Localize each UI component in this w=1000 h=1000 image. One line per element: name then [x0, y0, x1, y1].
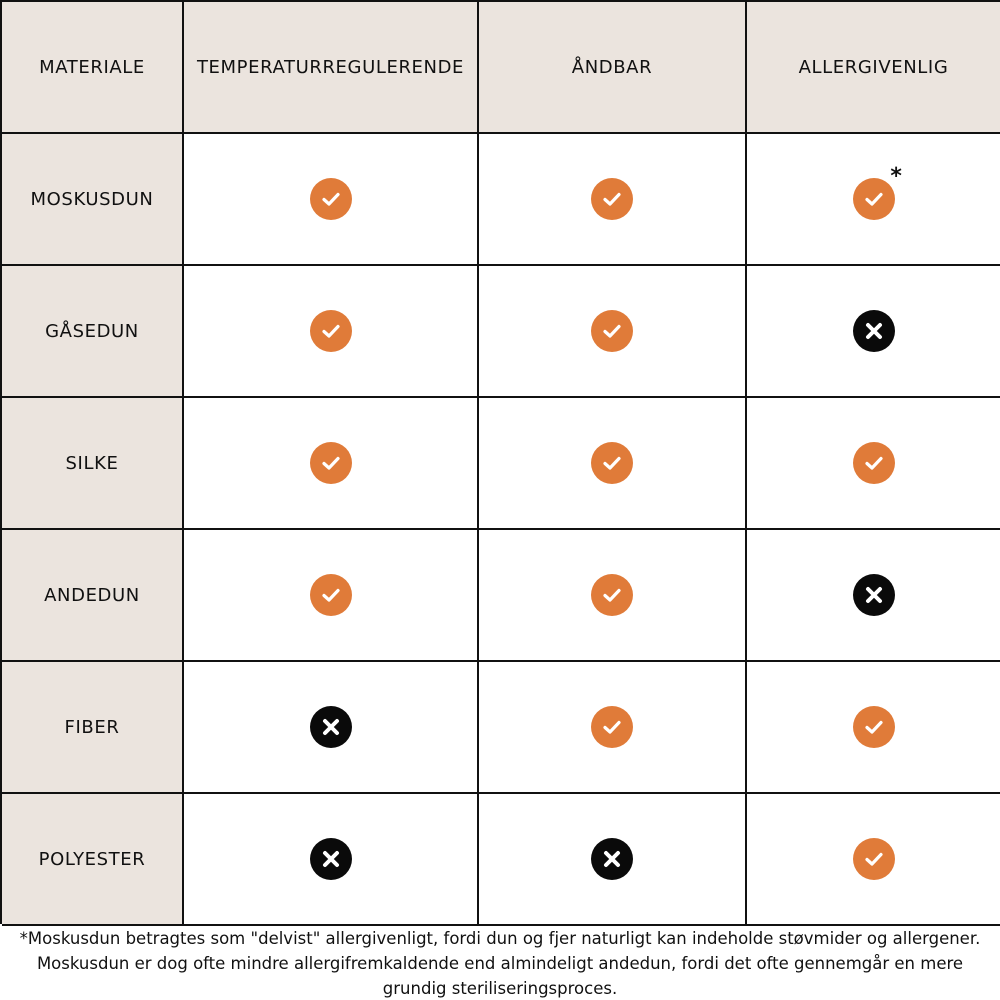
footnote-line: *Moskusdun betragtes som "delvist" aller…: [19, 929, 981, 948]
value-cell: [184, 398, 479, 530]
row-label-material: MOSKUSDUN: [2, 134, 184, 266]
footnote-asterisk: *: [890, 164, 903, 189]
value-cell: [479, 266, 747, 398]
check-circle-icon: [309, 442, 352, 484]
value-cell: [479, 398, 747, 530]
footnote-line: Moskusdun er dog ofte mindre allergifrem…: [36, 954, 964, 973]
comparison-table: MATERIALE TEMPERATURREGULERENDE ÅNDBAR A…: [0, 0, 1000, 926]
check-circle-icon: [591, 442, 633, 484]
value-cell: [184, 266, 479, 398]
x-circle-icon: [852, 310, 895, 352]
value-cell: [747, 530, 1000, 662]
row-label-material: FIBER: [2, 662, 184, 794]
value-cell: [479, 134, 747, 266]
row-label-material: POLYESTER: [2, 794, 184, 926]
value-cell: [184, 662, 479, 794]
x-circle-icon: [852, 574, 895, 616]
check-circle-icon: [852, 442, 895, 484]
header-cell-breathable: ÅNDBAR: [479, 2, 747, 134]
value-cell: [184, 530, 479, 662]
value-cell: *: [747, 134, 1000, 266]
value-cell: [184, 794, 479, 926]
x-circle-icon: [309, 838, 352, 880]
check-circle-icon: [309, 178, 352, 220]
check-circle-icon: [591, 310, 633, 352]
x-circle-icon: [591, 838, 633, 880]
header-cell-temperature: TEMPERATURREGULERENDE: [184, 2, 479, 134]
value-cell: [747, 662, 1000, 794]
value-cell: [747, 398, 1000, 530]
value-cell: [479, 530, 747, 662]
check-circle-icon: [852, 838, 895, 880]
check-circle-icon: [852, 706, 895, 748]
header-cell-material: MATERIALE: [2, 2, 184, 134]
check-circle-icon: [591, 574, 633, 616]
footnote: *Moskusdun betragtes som "delvist" aller…: [0, 926, 1000, 1000]
value-cell: [479, 662, 747, 794]
value-cell: [747, 266, 1000, 398]
row-label-material: SILKE: [2, 398, 184, 530]
footnote-line: grundig steriliseringsproces.: [382, 979, 618, 998]
check-circle-icon: [591, 706, 633, 748]
header-cell-allergy: ALLERGIVENLIG: [747, 2, 1000, 134]
value-cell: [747, 794, 1000, 926]
check-circle-icon: [591, 178, 633, 220]
check-circle-icon: *: [852, 166, 902, 220]
row-label-material: GÅSEDUN: [2, 266, 184, 398]
check-circle-icon: [309, 574, 352, 616]
row-label-material: ANDEDUN: [2, 530, 184, 662]
value-cell: [479, 794, 747, 926]
value-cell: [184, 134, 479, 266]
x-circle-icon: [309, 706, 352, 748]
check-circle-icon: [309, 310, 352, 352]
